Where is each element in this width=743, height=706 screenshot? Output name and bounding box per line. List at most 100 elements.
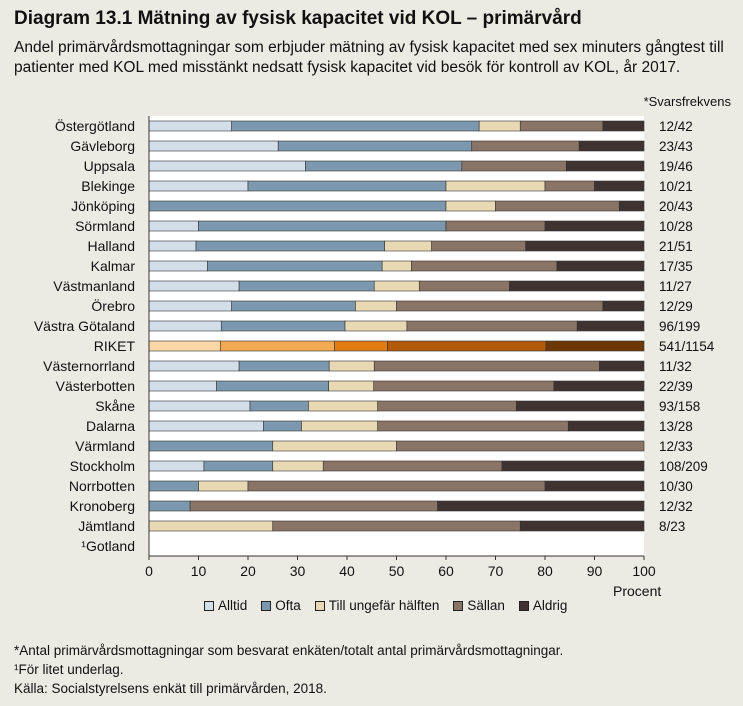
bar-segment bbox=[148, 300, 232, 312]
bar-segment bbox=[445, 200, 496, 212]
bar-segment bbox=[578, 140, 645, 152]
bar-segment bbox=[148, 320, 222, 332]
legend-item-halften: Till ungefär hälften bbox=[314, 598, 440, 613]
legend-swatch-alltid bbox=[204, 600, 214, 611]
response-rate-label: 22/39 bbox=[659, 379, 693, 394]
bar-segment bbox=[263, 420, 302, 432]
x-tick-label: 60 bbox=[438, 563, 454, 579]
bar-segment bbox=[219, 340, 335, 352]
response-rate-label: 8/23 bbox=[659, 519, 685, 534]
x-tick-label: 50 bbox=[389, 563, 405, 579]
bar-segment bbox=[515, 400, 645, 412]
legend-swatch-sallan bbox=[453, 600, 464, 611]
bar-segment bbox=[544, 180, 595, 192]
bar-segment bbox=[247, 180, 447, 192]
bar-segment bbox=[545, 340, 645, 352]
bar-segment bbox=[148, 480, 199, 492]
x-tick-label: 10 bbox=[191, 563, 207, 579]
bar-segment bbox=[148, 180, 249, 192]
legend: Alltid Ofta Till ungefär hälften Sällan … bbox=[204, 598, 567, 613]
response-rate-label: 108/209 bbox=[659, 459, 708, 474]
bar-segment bbox=[238, 280, 375, 292]
bar-segment bbox=[148, 260, 208, 272]
category-label: Västerbotten bbox=[56, 378, 135, 394]
bar-segment bbox=[148, 160, 306, 172]
legend-label-halften: Till ungefär hälften bbox=[328, 598, 440, 613]
legend-item-sallan: Sällan bbox=[453, 598, 505, 613]
bar-segment bbox=[576, 320, 645, 332]
x-tick-label: 30 bbox=[290, 563, 306, 579]
bar-segment bbox=[328, 360, 375, 372]
response-rate-label: 23/43 bbox=[659, 139, 693, 154]
legend-label-ofta: Ofta bbox=[275, 598, 301, 613]
footnotes: *Antal primärvårdsmottagningar som besva… bbox=[14, 641, 563, 698]
bar-segment bbox=[272, 460, 324, 472]
bar-segment bbox=[418, 280, 510, 292]
bar-segment bbox=[238, 360, 330, 372]
x-tick-label: 40 bbox=[339, 563, 355, 579]
category-label: Västmanland bbox=[53, 278, 135, 294]
bar-segment bbox=[544, 220, 645, 232]
bar-segment bbox=[148, 240, 197, 252]
bar-segment bbox=[565, 160, 645, 172]
response-rate-label: 20/43 bbox=[659, 199, 693, 214]
bar-segment bbox=[387, 340, 547, 352]
bar-segment bbox=[381, 260, 412, 272]
bar-segment bbox=[198, 220, 447, 232]
category-label: Jönköping bbox=[71, 198, 135, 214]
response-rate-header: *Svarsfrekvens bbox=[643, 94, 731, 109]
response-rate-label: 19/46 bbox=[659, 159, 693, 174]
bar-segment bbox=[525, 240, 645, 252]
footnote-small-sample: ¹För litet underlag. bbox=[14, 662, 124, 677]
legend-item-aldrig: Aldrig bbox=[518, 598, 568, 613]
category-label: Kronoberg bbox=[70, 498, 135, 514]
bar-segment bbox=[203, 460, 274, 472]
category-label: Gävleborg bbox=[70, 138, 135, 154]
bar-segment bbox=[406, 320, 578, 332]
legend-swatch-halften bbox=[314, 600, 325, 611]
response-rate-label: 93/158 bbox=[659, 399, 700, 414]
x-tick-label: 90 bbox=[587, 563, 603, 579]
response-rate-label: 10/21 bbox=[659, 179, 693, 194]
legend-label-alltid: Alltid bbox=[218, 598, 248, 613]
bar-segment bbox=[567, 420, 645, 432]
bar-segment bbox=[231, 300, 356, 312]
bar-segment bbox=[411, 260, 558, 272]
bar-segment bbox=[373, 280, 420, 292]
chart-subtitle: Andel primärvårdsmottagningar som erbjud… bbox=[14, 39, 724, 76]
bar-segment bbox=[148, 120, 232, 132]
x-tick-label: 0 bbox=[145, 563, 153, 579]
bar-segment bbox=[328, 380, 375, 392]
bar-segment bbox=[148, 340, 221, 352]
bar-segment bbox=[445, 180, 546, 192]
x-tick-label: 20 bbox=[240, 563, 256, 579]
legend-swatch-ofta bbox=[261, 600, 272, 611]
category-label: Norrbotten bbox=[69, 478, 135, 494]
bar-segment bbox=[195, 240, 385, 252]
response-rate-label: 96/199 bbox=[659, 319, 700, 334]
bar-segment bbox=[377, 420, 569, 432]
response-rate-label: 12/32 bbox=[659, 499, 693, 514]
legend-label-aldrig: Aldrig bbox=[532, 598, 568, 613]
category-label: Halland bbox=[88, 238, 135, 254]
response-rate-label: 12/33 bbox=[659, 439, 693, 454]
bar-segment bbox=[272, 440, 397, 452]
category-label: Örebro bbox=[91, 297, 135, 314]
legend-label-sallan: Sällan bbox=[467, 598, 505, 613]
response-rate-label: 17/35 bbox=[659, 259, 693, 274]
response-rate-label: 541/1154 bbox=[659, 339, 715, 354]
bar-segment bbox=[396, 440, 645, 452]
legend-item-ofta: Ofta bbox=[261, 598, 301, 613]
category-label: Dalarna bbox=[86, 418, 135, 434]
bar-segment bbox=[553, 380, 645, 392]
bar-segment bbox=[207, 260, 383, 272]
bar-segment bbox=[231, 120, 480, 132]
x-tick-label: 100 bbox=[632, 563, 656, 579]
bar-segment bbox=[148, 520, 274, 532]
bar-segment bbox=[148, 440, 274, 452]
bar-segment bbox=[308, 400, 378, 412]
category-label: ¹Gotland bbox=[81, 538, 135, 554]
bar-segment bbox=[148, 500, 191, 512]
x-tick-label: 70 bbox=[488, 563, 504, 579]
bar-segment bbox=[148, 380, 217, 392]
